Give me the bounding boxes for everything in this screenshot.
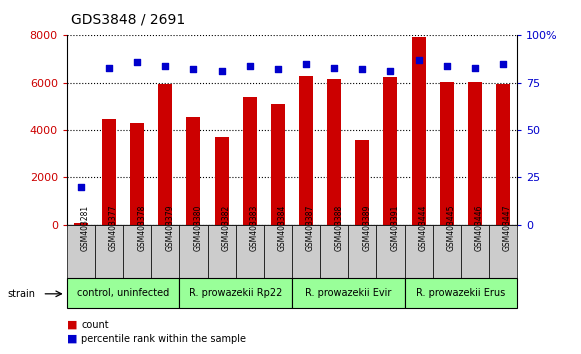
Bar [102, 119, 116, 225]
Point [245, 63, 254, 69]
Bar [496, 84, 510, 225]
Text: GSM403444: GSM403444 [418, 204, 428, 251]
Text: GSM403380: GSM403380 [193, 204, 202, 251]
Bar [67, 225, 95, 278]
Bar [404, 278, 517, 308]
Bar [320, 225, 348, 278]
Text: percentile rank within the sample: percentile rank within the sample [81, 334, 246, 344]
Point [302, 61, 311, 67]
Bar [440, 81, 454, 225]
Bar [327, 79, 341, 225]
Point [161, 63, 170, 69]
Bar [355, 139, 370, 225]
Text: GSM403389: GSM403389 [363, 204, 371, 251]
Bar [489, 225, 517, 278]
Point [498, 61, 508, 67]
Bar [411, 36, 426, 225]
Text: GSM403447: GSM403447 [503, 204, 512, 251]
Text: strain: strain [7, 289, 35, 299]
Text: ■: ■ [67, 334, 77, 344]
Bar [433, 225, 461, 278]
Text: GSM403378: GSM403378 [137, 204, 146, 251]
Text: GSM403383: GSM403383 [250, 204, 259, 251]
Text: GSM403382: GSM403382 [221, 204, 231, 251]
Bar [243, 97, 257, 225]
Bar [180, 225, 207, 278]
Text: ■: ■ [67, 320, 77, 330]
Point [189, 67, 198, 72]
Bar [180, 278, 292, 308]
Text: R. prowazekii Evir: R. prowazekii Evir [305, 288, 392, 298]
Text: GSM403379: GSM403379 [166, 204, 174, 251]
Text: GSM403446: GSM403446 [475, 204, 484, 251]
Text: GSM403281: GSM403281 [81, 204, 90, 251]
Bar [123, 225, 151, 278]
Bar [236, 225, 264, 278]
Bar [207, 225, 236, 278]
Point [132, 59, 142, 65]
Bar [292, 278, 404, 308]
Bar [383, 77, 397, 225]
Point [414, 57, 423, 63]
Text: count: count [81, 320, 109, 330]
Bar [468, 81, 482, 225]
Point [470, 65, 479, 70]
Bar [348, 225, 376, 278]
Text: GSM403388: GSM403388 [334, 204, 343, 251]
Bar [376, 225, 404, 278]
Point [329, 65, 339, 70]
Point [358, 67, 367, 72]
Bar [461, 225, 489, 278]
Bar [214, 137, 229, 225]
Bar [187, 117, 200, 225]
Text: GDS3848 / 2691: GDS3848 / 2691 [71, 12, 185, 27]
Point [105, 65, 114, 70]
Text: control, uninfected: control, uninfected [77, 288, 169, 298]
Point [217, 69, 226, 74]
Text: GSM403391: GSM403391 [390, 204, 400, 251]
Bar [264, 225, 292, 278]
Bar [299, 76, 313, 225]
Bar [95, 225, 123, 278]
Bar [67, 278, 180, 308]
Point [273, 67, 282, 72]
Text: GSM403387: GSM403387 [306, 204, 315, 251]
Bar [292, 225, 320, 278]
Point [442, 63, 451, 69]
Bar [130, 123, 144, 225]
Bar [151, 225, 180, 278]
Point [76, 184, 85, 190]
Text: GSM403377: GSM403377 [109, 204, 118, 251]
Text: GSM403445: GSM403445 [447, 204, 456, 251]
Text: R. prowazekii Rp22: R. prowazekii Rp22 [189, 288, 282, 298]
Text: GSM403384: GSM403384 [278, 204, 287, 251]
Bar [404, 225, 433, 278]
Bar [158, 84, 173, 225]
Point [386, 69, 395, 74]
Bar [271, 104, 285, 225]
Text: R. prowazekii Erus: R. prowazekii Erus [416, 288, 505, 298]
Bar [74, 223, 88, 225]
